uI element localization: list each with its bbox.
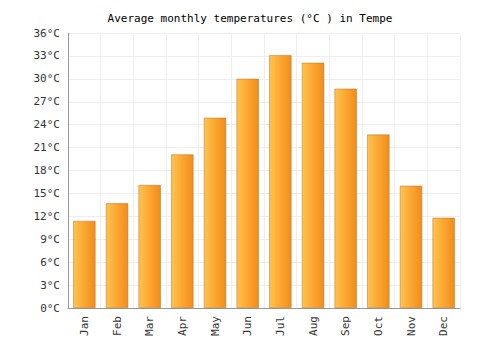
svg-text:Nov: Nov [405,316,418,336]
svg-text:9°C: 9°C [40,233,60,246]
svg-text:33°C: 33°C [34,49,61,62]
svg-text:3°C: 3°C [40,279,60,292]
svg-text:15°C: 15°C [34,187,61,200]
svg-text:Dec: Dec [437,316,450,336]
svg-text:Aug: Aug [307,316,320,336]
svg-text:Jun: Jun [241,316,254,336]
svg-text:Oct: Oct [372,316,385,336]
svg-text:Sep: Sep [339,316,352,336]
svg-text:0°C: 0°C [40,302,60,315]
svg-text:Apr: Apr [176,316,189,336]
svg-text:30°C: 30°C [34,72,61,85]
svg-text:Feb: Feb [111,316,124,336]
svg-text:24°C: 24°C [34,118,61,131]
svg-text:27°C: 27°C [34,95,61,108]
svg-text:18°C: 18°C [34,164,61,177]
svg-text:May: May [209,316,222,336]
svg-text:Average monthly temperatures (: Average monthly temperatures (°C ) in Te… [108,12,393,25]
svg-text:36°C: 36°C [34,27,61,40]
svg-text:Jan: Jan [78,316,91,336]
svg-text:Jul: Jul [274,316,287,336]
svg-text:6°C: 6°C [40,256,60,269]
svg-text:21°C: 21°C [34,141,61,154]
svg-text:Mar: Mar [143,316,156,336]
svg-text:12°C: 12°C [34,210,61,223]
